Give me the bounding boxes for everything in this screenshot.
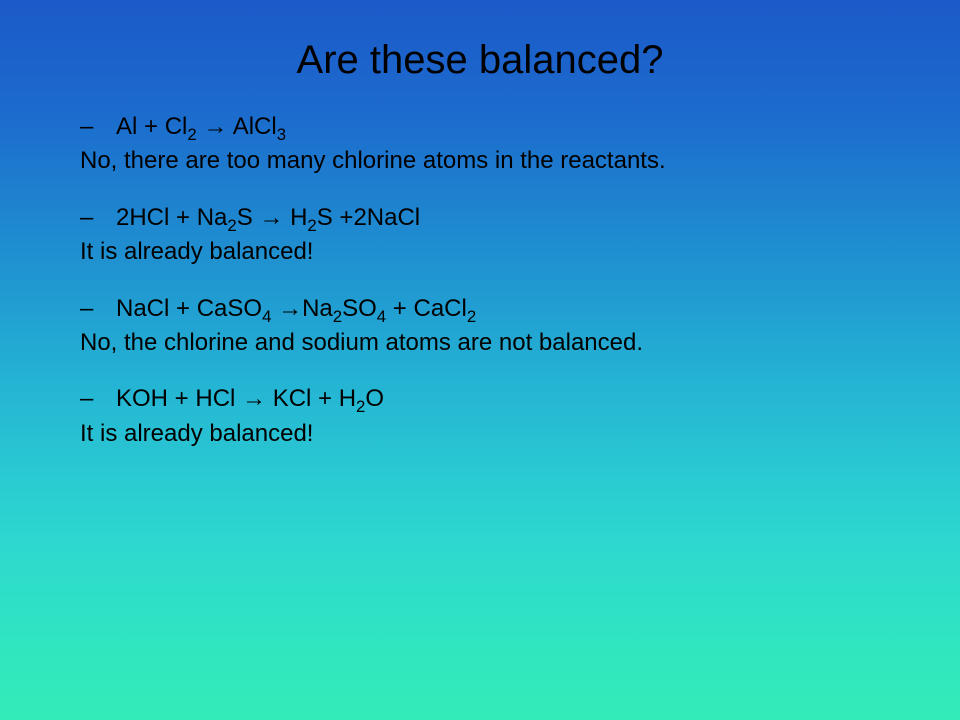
slide-body: –Al + Cl2 → AlCl3 No, there are too many… [0,111,960,450]
answer-line: No, there are too many chlorine atoms in… [80,145,920,177]
equation-text: KOH + HCl → KCl + H2O [116,385,384,412]
slide: Are these balanced? –Al + Cl2 → AlCl3 No… [0,0,960,720]
equation-text: 2HCl + Na2S → H2S +2NaCl [116,204,420,231]
bullet-dash: – [98,111,116,143]
answer-line: It is already balanced! [80,236,920,268]
equation-line: –2HCl + Na2S → H2S +2NaCl [80,202,920,234]
equation-text: Al + Cl2 → AlCl3 [116,113,286,140]
equation-line: –NaCl + CaSO4 →Na2SO4 + CaCl2 [80,293,920,325]
answer-line: It is already balanced! [80,418,920,450]
equation-line: –KOH + HCl → KCl + H2O [80,383,920,415]
equation-line: –Al + Cl2 → AlCl3 [80,111,920,143]
bullet-dash: – [98,202,116,234]
bullet-dash: – [98,383,116,415]
answer-line: No, the chlorine and sodium atoms are no… [80,327,920,359]
equation-text: NaCl + CaSO4 →Na2SO4 + CaCl2 [116,295,476,322]
slide-title: Are these balanced? [0,0,960,93]
bullet-dash: – [98,293,116,325]
